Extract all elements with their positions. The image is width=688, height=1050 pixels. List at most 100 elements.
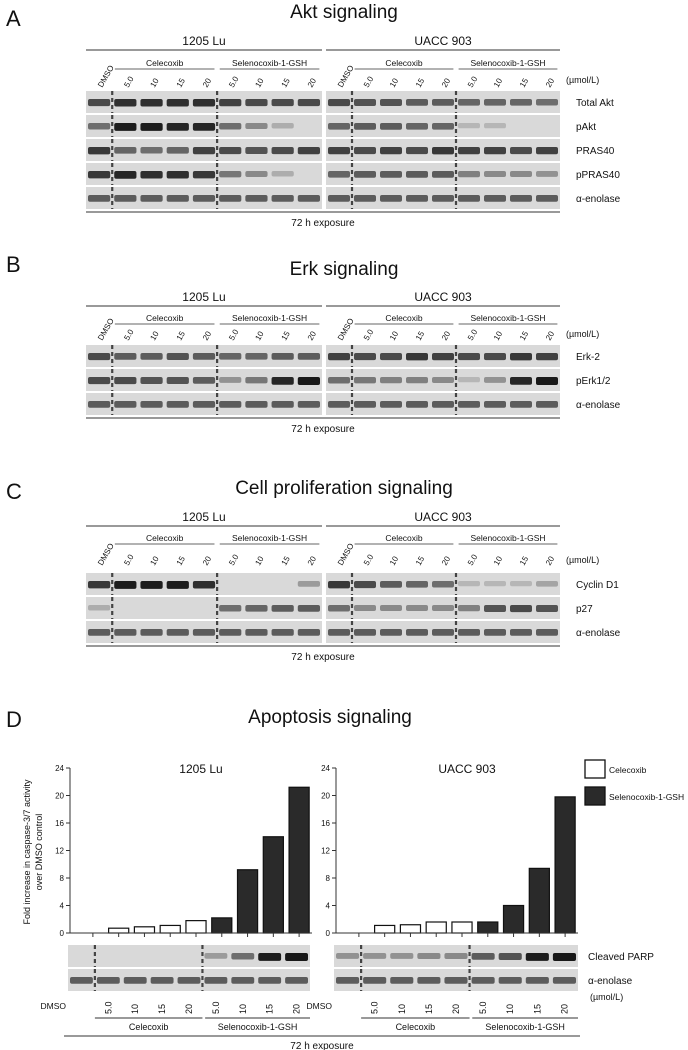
y-tick-label: 20 [321,792,330,801]
lane-label: 20 [544,76,557,89]
blot-band [484,581,506,587]
blot-strip [86,369,322,391]
blot-band [536,401,558,408]
lane-label: 5.0 [466,327,480,342]
blot-band [192,195,216,202]
blot-band [245,401,268,408]
blot-band [380,581,402,588]
lane-label: 5.0 [227,552,241,567]
blot-band [471,977,495,984]
blot-band [231,977,255,984]
blot-band [328,581,350,589]
treatment-group-label: Celecoxib [385,533,423,543]
lane-label: 15 [265,1004,275,1014]
blot-strip [334,969,578,991]
lane-label: 10 [388,554,401,567]
blot-band [510,353,532,361]
blot-band [363,977,387,984]
lane-label: 10 [388,329,401,342]
blot-band [140,99,163,107]
blot-band [88,377,111,385]
blot-band [88,629,111,636]
blot-band [484,123,506,129]
lane-label: 15 [280,76,293,89]
blot-band [552,953,576,961]
lane-label: 20 [440,76,453,89]
blot-band [432,629,454,636]
blot-band [406,581,428,588]
blot-label: Cleaved PARP [588,952,654,963]
blot-band [328,353,350,361]
treatment-group-label: Celecoxib [146,533,184,543]
blot-band [536,581,558,587]
blot-band [88,353,111,361]
blot-strip [68,945,310,967]
blot-band [88,99,111,107]
lane-label: DMSO [336,64,356,89]
lane-label: 5.0 [466,74,480,89]
blot-band [271,195,294,202]
legend-label: Celecoxib [609,765,647,775]
lane-label: 20 [451,1004,461,1014]
blot-band [406,123,428,130]
blot-band [328,123,350,130]
blot-band [458,581,480,587]
bar [133,926,156,934]
blot-band [140,147,163,154]
blot-strip [326,163,560,185]
blot-band [432,581,454,588]
blot-band [328,99,350,107]
blot-band [510,171,532,178]
lane-label: 20 [306,554,319,567]
bar [262,836,284,934]
treatment-group-label: Selenocoxib-1-GSH [218,1022,298,1032]
blot-band [114,99,137,107]
y-tick-label: 0 [60,929,65,938]
blot-band [328,605,350,612]
blot-strip [326,369,560,391]
blot-band [510,195,532,202]
blot-band [114,147,137,154]
panel-title: Cell proliferation signaling [235,478,453,499]
bar [159,924,181,934]
blot-band [297,581,320,587]
bar [236,869,259,934]
blot-strip [86,115,322,137]
blot-label: α-enolase [576,194,621,205]
blot-strip [68,969,310,991]
lane-label: 5.0 [103,1001,113,1014]
blot-band [552,977,576,984]
lane-label: 20 [440,554,453,567]
bar [374,924,396,934]
blot-band [510,377,532,385]
lane-label: 5.0 [227,327,241,342]
blot-band [354,629,376,636]
lane-label: 10 [148,554,161,567]
lane-label: 15 [518,554,531,567]
blot-band [406,171,428,178]
lane-label: 20 [201,554,214,567]
blot-band [140,581,163,589]
blot-band [328,147,350,155]
y-tick-label: 16 [321,819,330,828]
blot-label: p27 [576,604,593,615]
blot-band [380,629,402,636]
blot-band [166,195,189,202]
blot-band [271,99,294,107]
blot-band [328,377,350,384]
treatment-group-label: Celecoxib [385,58,423,68]
blot-band [328,195,350,202]
blot-band [271,629,294,636]
blot-band [484,377,506,383]
y-tick-label: 12 [55,847,64,856]
blot-band [354,605,376,612]
y-tick-label: 4 [326,902,331,911]
panel-c: C Cell proliferation signaling 1205 Lu UACC… [6,478,621,663]
blot-band [219,605,242,612]
blot-band [192,123,216,131]
blot-band [192,401,216,408]
blot-band [458,377,480,383]
lane-label: 10 [238,1004,248,1014]
concentration-unit: (µmol/L) [566,329,599,339]
panel-letter: A [6,6,21,31]
